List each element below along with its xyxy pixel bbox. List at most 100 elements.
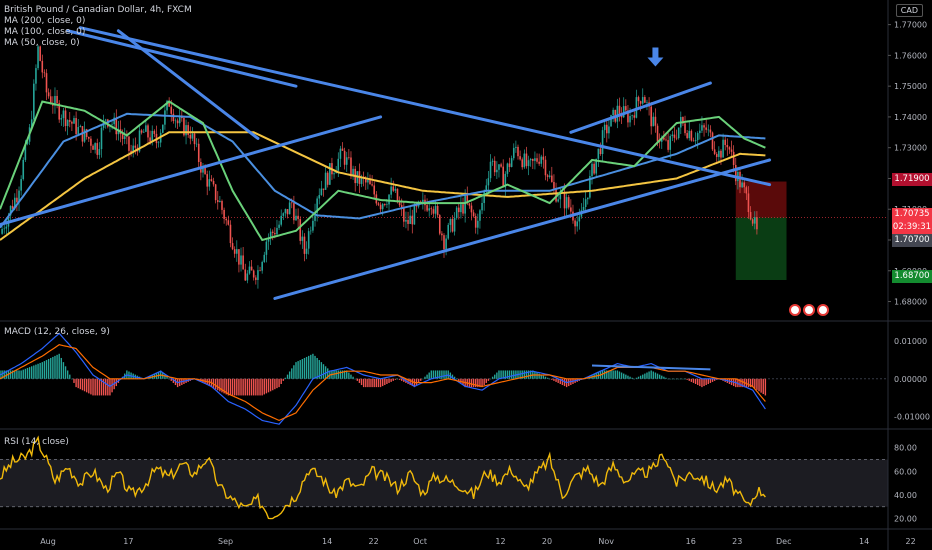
candle-body — [426, 205, 428, 211]
macd-histogram-bar — [760, 378, 762, 393]
candle-body — [153, 130, 156, 134]
candle-body — [570, 207, 572, 212]
candle-body — [71, 121, 73, 124]
macd-histogram-bar — [293, 365, 295, 379]
candle-body — [546, 175, 549, 177]
event-icons[interactable] — [789, 304, 829, 316]
candle-body — [381, 203, 384, 210]
macd-histogram-bar — [107, 378, 109, 396]
macd-histogram-bar — [284, 377, 287, 379]
candle-body — [652, 116, 655, 127]
candle-body — [409, 215, 411, 224]
candle-body — [646, 102, 648, 103]
candle-body — [227, 220, 230, 225]
candle-body — [756, 217, 758, 230]
macd-histogram-bar — [354, 378, 356, 380]
macd-histogram-bar — [606, 370, 608, 379]
symbol-title[interactable]: British Pound / Canadian Dollar, 4h, FXC… — [4, 5, 192, 15]
candle-body — [73, 118, 75, 124]
ma100-legend[interactable]: MA (100, close, 0) — [4, 27, 86, 37]
macd-histogram-bar — [608, 370, 610, 379]
currency-badge[interactable]: CAD — [895, 4, 923, 17]
macd-tick-label: 0.00000 — [894, 375, 927, 384]
macd-histogram-bar — [367, 378, 369, 388]
candle-body — [715, 153, 718, 157]
macd-histogram-bar — [24, 368, 27, 379]
macd-histogram-bar — [510, 370, 513, 379]
macd-histogram-bar — [498, 370, 500, 379]
candle-body — [341, 148, 344, 151]
candle-body — [35, 68, 37, 84]
candle-body — [502, 166, 504, 188]
rsi-label[interactable]: RSI (14, close) — [4, 437, 69, 447]
candle-body — [559, 192, 562, 200]
ma200-legend[interactable]: MA (200, close, 0) — [4, 16, 86, 26]
macd-histogram-bar — [396, 378, 399, 380]
candle-body — [43, 72, 46, 74]
candle-body — [60, 118, 63, 120]
time-tick-label: Aug — [40, 537, 56, 546]
macd-histogram-bar — [525, 370, 528, 379]
macd-label[interactable]: MACD (12, 26, close, 9) — [4, 327, 110, 337]
macd-histogram-bar — [375, 378, 378, 388]
flag-icon[interactable] — [817, 304, 829, 316]
candle-body — [130, 150, 132, 153]
flag-icon[interactable] — [789, 304, 801, 316]
macd-histogram-bar — [350, 374, 352, 379]
candle-body — [504, 173, 507, 188]
candle-body — [195, 143, 198, 145]
ma50-legend[interactable]: MA (50, close, 0) — [4, 38, 80, 48]
macd-histogram-bar — [98, 378, 101, 396]
take-profit-zone — [735, 217, 787, 280]
macd-histogram-bar — [434, 370, 437, 379]
candle-body — [741, 182, 743, 188]
macd-histogram-bar — [85, 378, 88, 393]
candle-body — [115, 117, 118, 135]
macd-histogram-bar — [20, 370, 22, 379]
candle-body — [512, 147, 515, 159]
flag-icon[interactable] — [803, 304, 815, 316]
candle-body — [104, 119, 107, 121]
macd-histogram-bar — [66, 370, 69, 379]
candle-body — [483, 191, 485, 203]
macd-histogram-bar — [221, 378, 223, 393]
macd-histogram-bar — [41, 362, 43, 379]
candle-body — [14, 197, 16, 209]
candle-body — [284, 209, 287, 214]
macd-histogram-bar — [223, 378, 225, 394]
candle-body — [396, 188, 399, 203]
candle-body — [449, 218, 452, 225]
macd-histogram-bar — [225, 378, 227, 395]
candle-body — [170, 106, 173, 114]
macd-histogram-bar — [546, 377, 549, 379]
macd-histogram-bar — [762, 378, 764, 395]
candle-body — [176, 120, 179, 124]
rsi-tick-label: 60.00 — [894, 467, 917, 476]
time-tick-label: 23 — [732, 537, 742, 546]
macd-histogram-bar — [343, 370, 346, 379]
macd-histogram-bar — [388, 378, 390, 383]
candle-body — [398, 202, 401, 206]
macd-histogram-bar — [635, 377, 638, 379]
macd-histogram-bar — [603, 370, 606, 379]
macd-histogram-bar — [71, 378, 73, 380]
candle-body — [62, 110, 65, 119]
macd-histogram-bar — [240, 378, 242, 396]
candle-body — [191, 133, 194, 139]
candle-body — [694, 140, 697, 142]
macd-histogram-bar — [661, 375, 663, 379]
macd-histogram-bar — [758, 378, 760, 392]
macd-histogram-bar — [43, 361, 46, 379]
macd-histogram-bar — [105, 378, 107, 396]
price-tick-label: 1.68000 — [894, 298, 927, 307]
macd-histogram-bar — [654, 372, 657, 379]
candle-body — [18, 190, 20, 203]
candle-body — [654, 116, 657, 126]
candle-body — [644, 97, 646, 103]
candle-body — [466, 195, 469, 204]
candle-body — [339, 148, 342, 159]
candle-body — [257, 270, 259, 280]
macd-histogram-bar — [16, 370, 18, 379]
candle-body — [578, 216, 581, 222]
